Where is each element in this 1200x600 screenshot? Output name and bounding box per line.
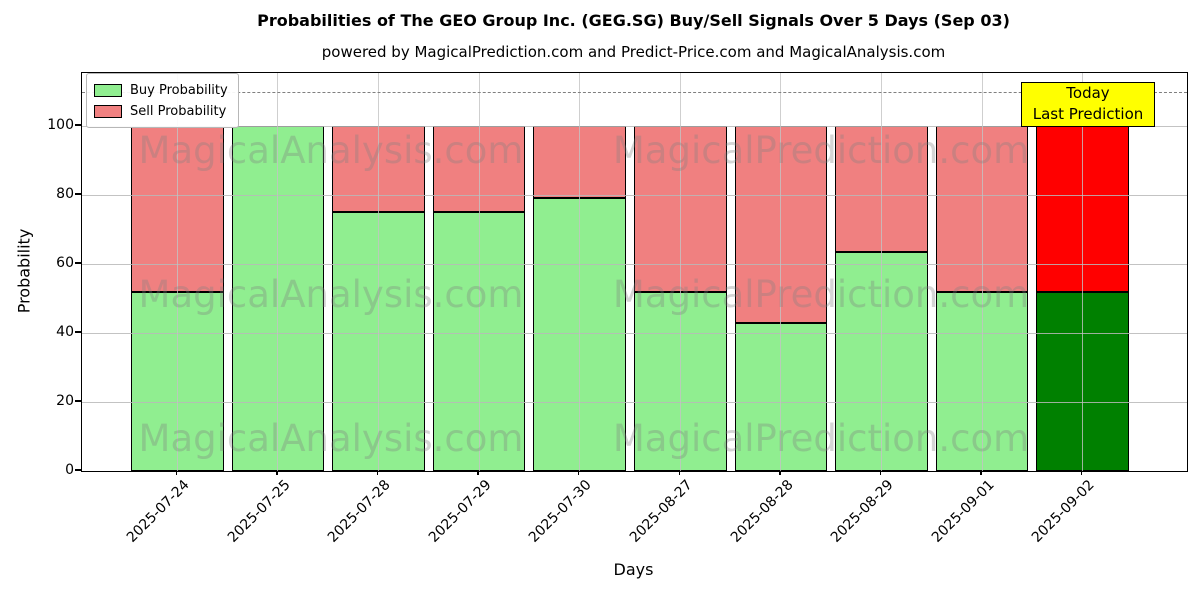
chart-subtitle: powered by MagicalPrediction.com and Pre… [321, 43, 946, 61]
legend-entry: Sell Probability [94, 101, 228, 122]
annotation-line2: Last Prediction [1032, 105, 1144, 123]
gridline-vertical [176, 73, 178, 471]
y-tick-mark [75, 262, 81, 264]
gridline-vertical [1082, 73, 1084, 471]
legend: Buy Probability Sell Probability [86, 73, 239, 128]
y-tick-label: 80 [56, 186, 74, 202]
x-tick-mark [779, 470, 781, 475]
x-tick-mark [980, 470, 982, 475]
x-axis-label: Days [613, 560, 654, 579]
sell-swatch [94, 105, 122, 118]
plot-area: MagicalAnalysis.com MagicalPrediction.com… [81, 72, 1188, 472]
gridline-vertical [378, 73, 379, 471]
chart-title: Probabilities of The GEO Group Inc. (GEG… [257, 11, 1010, 30]
gridline-horizontal [82, 126, 1187, 127]
gridline-vertical [679, 73, 681, 471]
y-tick-label: 40 [56, 324, 74, 340]
x-tick-label: 2025-08-28 [727, 477, 797, 546]
x-tick-label: 2025-07-30 [526, 477, 596, 546]
gridline-horizontal [82, 402, 1187, 403]
x-tick-label: 2025-07-24 [123, 477, 193, 546]
x-tick-mark [276, 470, 278, 475]
x-tick-label: 2025-08-29 [827, 477, 897, 546]
x-tick-mark [577, 470, 580, 475]
x-tick-mark [376, 470, 379, 475]
x-tick-label: 2025-09-02 [1029, 477, 1099, 546]
dashed-threshold-line [82, 91, 1187, 93]
x-tick-mark [175, 470, 178, 475]
y-tick-mark [75, 400, 81, 402]
x-tick-label: 2025-07-25 [224, 477, 294, 546]
annotation-line1: Today [1066, 84, 1110, 102]
gridline-vertical [780, 73, 782, 471]
gridline-horizontal [82, 333, 1187, 334]
y-tick-mark [75, 331, 81, 333]
gridline-vertical [277, 73, 279, 471]
y-tick-label: 20 [56, 393, 74, 409]
y-tick-label: 100 [47, 117, 74, 133]
x-tick-label: 2025-09-01 [928, 477, 998, 546]
x-tick-mark [678, 470, 681, 475]
legend-label: Buy Probability [130, 83, 228, 98]
y-tick-mark [75, 124, 81, 126]
x-tick-label: 2025-08-27 [626, 477, 696, 546]
x-tick-label: 2025-07-28 [324, 477, 394, 546]
x-tick-mark [477, 470, 479, 475]
gridline-horizontal [82, 264, 1187, 265]
gridline-vertical [579, 73, 581, 471]
y-tick-mark [75, 469, 81, 471]
x-tick-mark [1080, 470, 1083, 475]
legend-label: Sell Probability [130, 104, 227, 119]
gridline-vertical [478, 73, 480, 471]
today-annotation: Today Last Prediction [1021, 82, 1155, 127]
y-tick-label: 60 [56, 255, 74, 271]
buy-swatch [94, 84, 122, 97]
x-tick-mark [879, 470, 882, 475]
gridline-vertical [881, 73, 882, 471]
legend-entry: Buy Probability [94, 80, 228, 101]
x-tick-label: 2025-07-29 [425, 477, 495, 546]
y-tick-label: 0 [65, 462, 74, 478]
y-tick-mark [75, 193, 81, 195]
gridline-horizontal [82, 195, 1187, 196]
gridline-vertical [981, 73, 983, 471]
